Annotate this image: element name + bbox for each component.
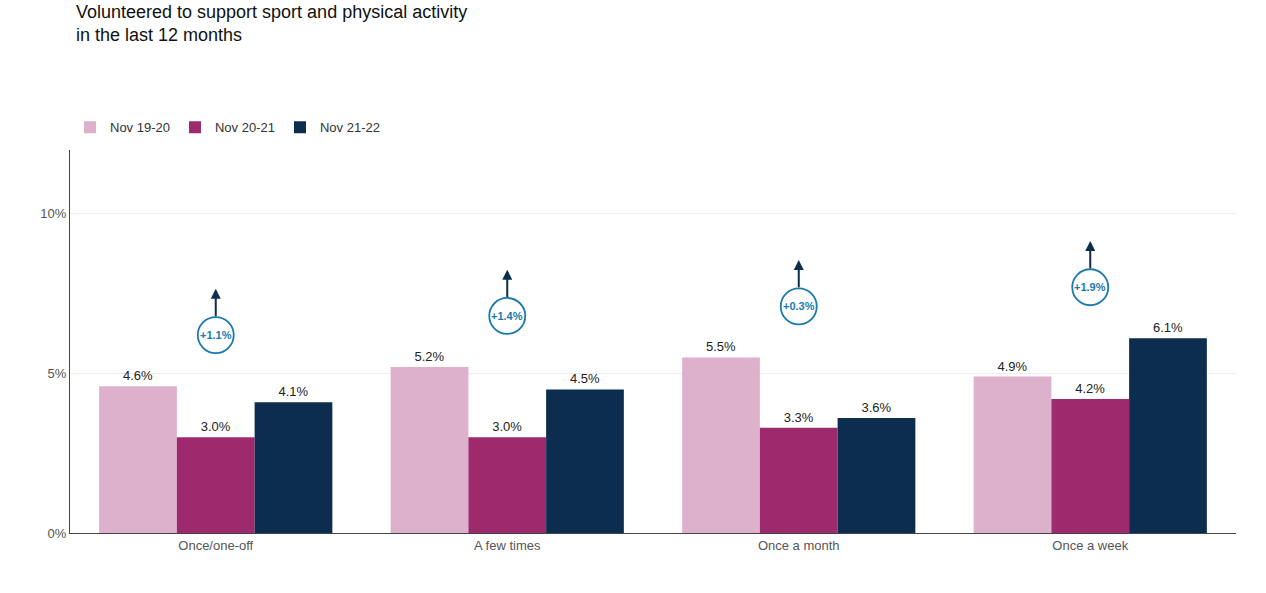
svg-text:5%: 5%: [48, 366, 67, 381]
svg-text:4.5%: 4.5%: [570, 371, 600, 386]
svg-text:+1.9%: +1.9%: [1074, 281, 1106, 293]
svg-text:+0.3%: +0.3%: [783, 300, 815, 312]
svg-text:4.2%: 4.2%: [1075, 381, 1105, 396]
svg-text:4.6%: 4.6%: [123, 368, 153, 383]
svg-text:3.3%: 3.3%: [784, 410, 814, 425]
svg-text:Nov 21-22: Nov 21-22: [320, 120, 380, 135]
svg-text:4.9%: 4.9%: [997, 359, 1027, 374]
svg-text:+1.1%: +1.1%: [200, 329, 232, 341]
svg-text:3.0%: 3.0%: [201, 419, 231, 434]
svg-text:Once a week: Once a week: [1052, 538, 1128, 553]
svg-text:5.2%: 5.2%: [414, 349, 444, 364]
svg-text:Nov 19-20: Nov 19-20: [110, 120, 170, 135]
svg-text:+1.4%: +1.4%: [491, 310, 523, 322]
svg-text:Volunteered to support sport a: Volunteered to support sport and physica…: [76, 2, 467, 45]
svg-text:4.1%: 4.1%: [278, 384, 308, 399]
svg-text:10%: 10%: [40, 206, 66, 221]
svg-text:3.0%: 3.0%: [492, 419, 522, 434]
svg-text:0%: 0%: [48, 526, 67, 541]
svg-text:A few times: A few times: [474, 538, 541, 553]
svg-text:Nov 20-21: Nov 20-21: [215, 120, 275, 135]
svg-text:Once/one-off: Once/one-off: [178, 538, 253, 553]
svg-text:3.6%: 3.6%: [861, 400, 891, 415]
svg-text:6.1%: 6.1%: [1153, 320, 1183, 335]
svg-text:Once a month: Once a month: [758, 538, 840, 553]
svg-text:5.5%: 5.5%: [706, 339, 736, 354]
